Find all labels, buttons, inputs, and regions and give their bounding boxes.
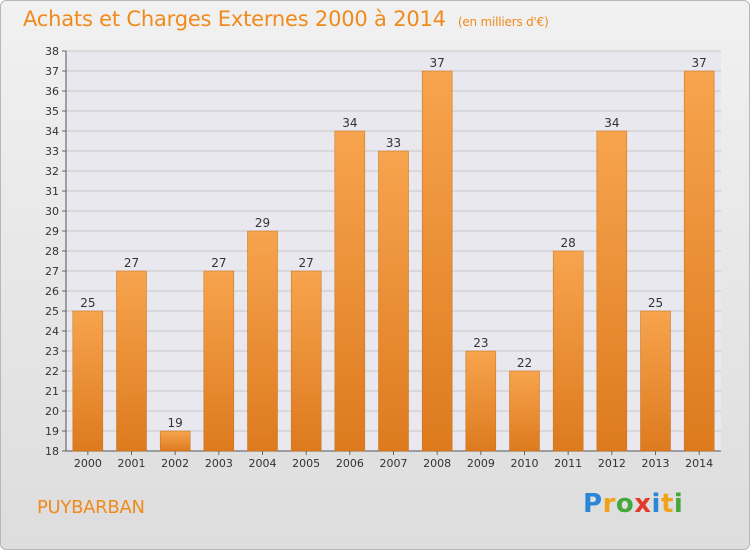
bar-value-label: 19 bbox=[168, 416, 183, 430]
bar bbox=[640, 310, 671, 452]
x-tick-label: 2004 bbox=[249, 457, 277, 470]
y-tick-label: 19 bbox=[45, 425, 59, 438]
bar-value-label: 34 bbox=[342, 116, 357, 130]
bar-value-label: 29 bbox=[255, 216, 270, 230]
logo-letter: x bbox=[634, 489, 652, 519]
proxiti-logo: Proxiti bbox=[583, 489, 683, 519]
bar-value-label: 25 bbox=[648, 296, 663, 310]
bar bbox=[465, 350, 497, 452]
bar-value-label: 33 bbox=[386, 136, 401, 150]
x-tick-label: 2002 bbox=[161, 457, 189, 470]
chart-unit: (en milliers d'€) bbox=[457, 15, 549, 29]
x-tick-label: 2008 bbox=[423, 457, 451, 470]
bar-value-label: 22 bbox=[517, 356, 532, 370]
y-tick-label: 36 bbox=[45, 85, 59, 98]
y-tick-label: 21 bbox=[45, 385, 59, 398]
bar bbox=[683, 70, 715, 452]
y-tick-label: 33 bbox=[45, 145, 59, 158]
y-tick-label: 30 bbox=[45, 205, 59, 218]
y-tick-label: 38 bbox=[45, 45, 59, 58]
y-tick-label: 25 bbox=[45, 305, 59, 318]
bar bbox=[247, 230, 278, 452]
bar bbox=[596, 130, 628, 452]
bar bbox=[509, 370, 540, 452]
bar-value-label: 27 bbox=[124, 256, 139, 270]
x-tick-label: 2012 bbox=[598, 457, 626, 470]
bar-value-label: 25 bbox=[80, 296, 95, 310]
bar-value-label: 34 bbox=[604, 116, 619, 130]
bar bbox=[72, 310, 104, 452]
bar-value-label: 37 bbox=[692, 56, 707, 70]
bar bbox=[378, 150, 409, 452]
bar bbox=[159, 430, 191, 452]
y-tick-label: 31 bbox=[45, 185, 59, 198]
x-tick-label: 2003 bbox=[205, 457, 233, 470]
x-tick-label: 2006 bbox=[336, 457, 364, 470]
bar-value-label: 37 bbox=[430, 56, 445, 70]
bar bbox=[290, 270, 322, 452]
x-tick-label: 2000 bbox=[74, 457, 102, 470]
bar bbox=[421, 70, 453, 452]
bar bbox=[116, 270, 147, 452]
y-tick-label: 34 bbox=[45, 125, 59, 138]
bar-value-label: 27 bbox=[299, 256, 314, 270]
bar-value-label: 28 bbox=[561, 236, 576, 250]
y-tick-label: 28 bbox=[45, 245, 59, 258]
commune-name: PUYBARBAN bbox=[37, 497, 145, 518]
chart-title: Achats et Charges Externes 2000 à 2014 bbox=[23, 7, 446, 31]
x-tick-label: 2010 bbox=[511, 457, 539, 470]
y-tick-label: 24 bbox=[45, 325, 59, 338]
logo-letter: i bbox=[673, 489, 684, 519]
y-tick-label: 32 bbox=[45, 165, 59, 178]
logo-letter: r bbox=[602, 489, 616, 519]
y-tick-label: 22 bbox=[45, 365, 59, 378]
x-tick-label: 2009 bbox=[467, 457, 495, 470]
y-tick-label: 35 bbox=[45, 105, 59, 118]
x-tick-label: 2011 bbox=[554, 457, 582, 470]
x-tick-label: 2007 bbox=[380, 457, 408, 470]
logo-letter: i bbox=[651, 489, 661, 519]
logo-letter: o bbox=[615, 489, 635, 519]
y-tick-label: 20 bbox=[45, 405, 59, 418]
x-tick-label: 2001 bbox=[118, 457, 146, 470]
y-tick-label: 37 bbox=[45, 65, 59, 78]
bar bbox=[552, 250, 584, 452]
chart-title-block: Achats et Charges Externes 2000 à 2014 (e… bbox=[23, 7, 549, 31]
bar-value-label: 27 bbox=[211, 256, 226, 270]
x-tick-label: 2014 bbox=[685, 457, 713, 470]
y-tick-label: 27 bbox=[45, 265, 59, 278]
bar bbox=[203, 270, 235, 452]
logo-letter: P bbox=[583, 489, 603, 519]
x-tick-label: 2013 bbox=[642, 457, 670, 470]
y-tick-label: 23 bbox=[45, 345, 59, 358]
y-tick-label: 26 bbox=[45, 285, 59, 298]
x-tick-label: 2005 bbox=[292, 457, 320, 470]
bar-value-label: 23 bbox=[473, 336, 488, 350]
y-tick-label: 29 bbox=[45, 225, 59, 238]
logo-letter: t bbox=[660, 489, 674, 519]
bar bbox=[334, 130, 366, 452]
y-tick-label: 18 bbox=[45, 445, 59, 458]
